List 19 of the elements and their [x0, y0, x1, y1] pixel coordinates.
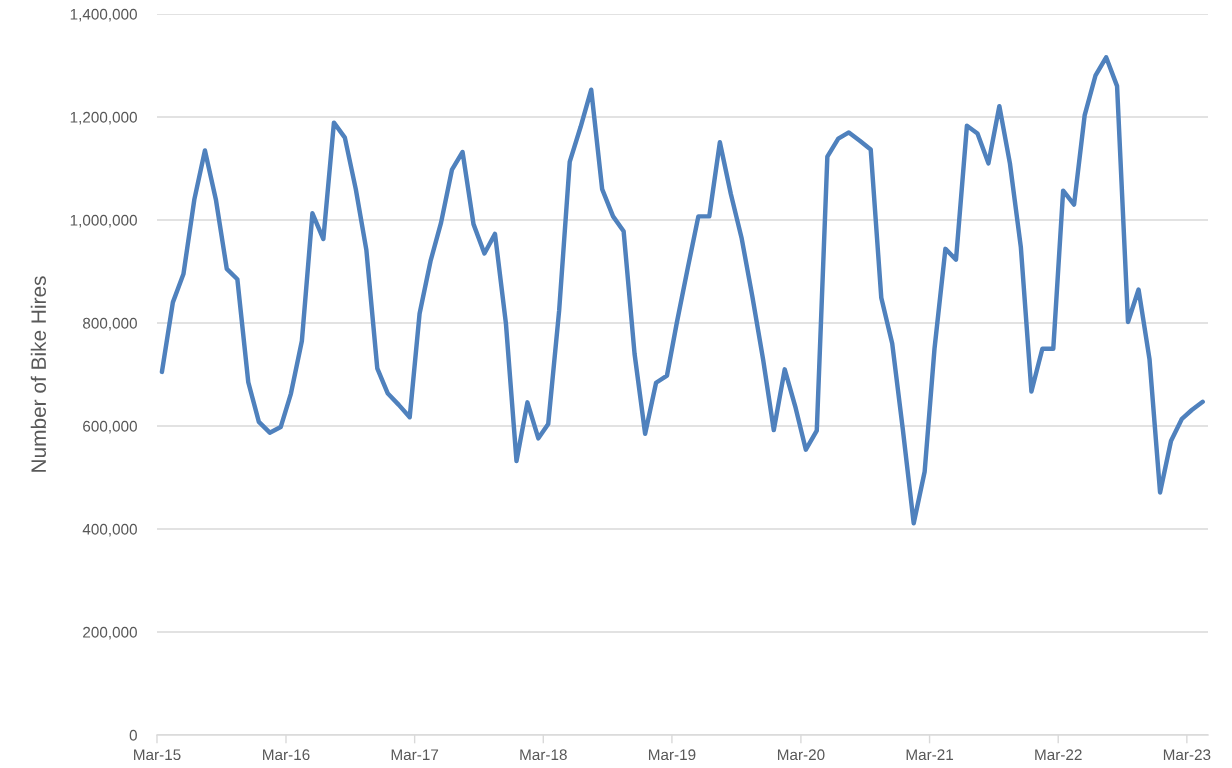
- y-tick-label: 600,000: [83, 420, 137, 434]
- x-tick-label: Mar-18: [520, 749, 567, 761]
- y-tick-label: 1,200,000: [70, 111, 137, 125]
- y-tick-label: 800,000: [83, 317, 137, 331]
- x-tick-label: Mar-22: [1035, 749, 1082, 761]
- y-tick-label: 400,000: [82, 523, 137, 537]
- y-tick-label: 200,000: [83, 626, 137, 640]
- x-tick-label: Mar-20: [777, 749, 825, 761]
- y-tick-label: 1,000,000: [70, 214, 137, 228]
- y-tick-label: 0: [129, 729, 137, 741]
- x-tick-label: Mar-23: [1163, 749, 1211, 761]
- x-tick-label: Mar-16: [263, 749, 310, 761]
- y-axis-title: Number of Bike Hires: [30, 276, 47, 472]
- y-tick-label: 1,400,000: [70, 8, 137, 22]
- x-tick-label: Mar-15: [134, 749, 181, 761]
- x-tick-label: Mar-17: [391, 749, 439, 761]
- line-series: [159, 55, 1205, 526]
- x-tick-label: Mar-21: [906, 749, 954, 761]
- x-tick-label: Mar-19: [648, 749, 696, 761]
